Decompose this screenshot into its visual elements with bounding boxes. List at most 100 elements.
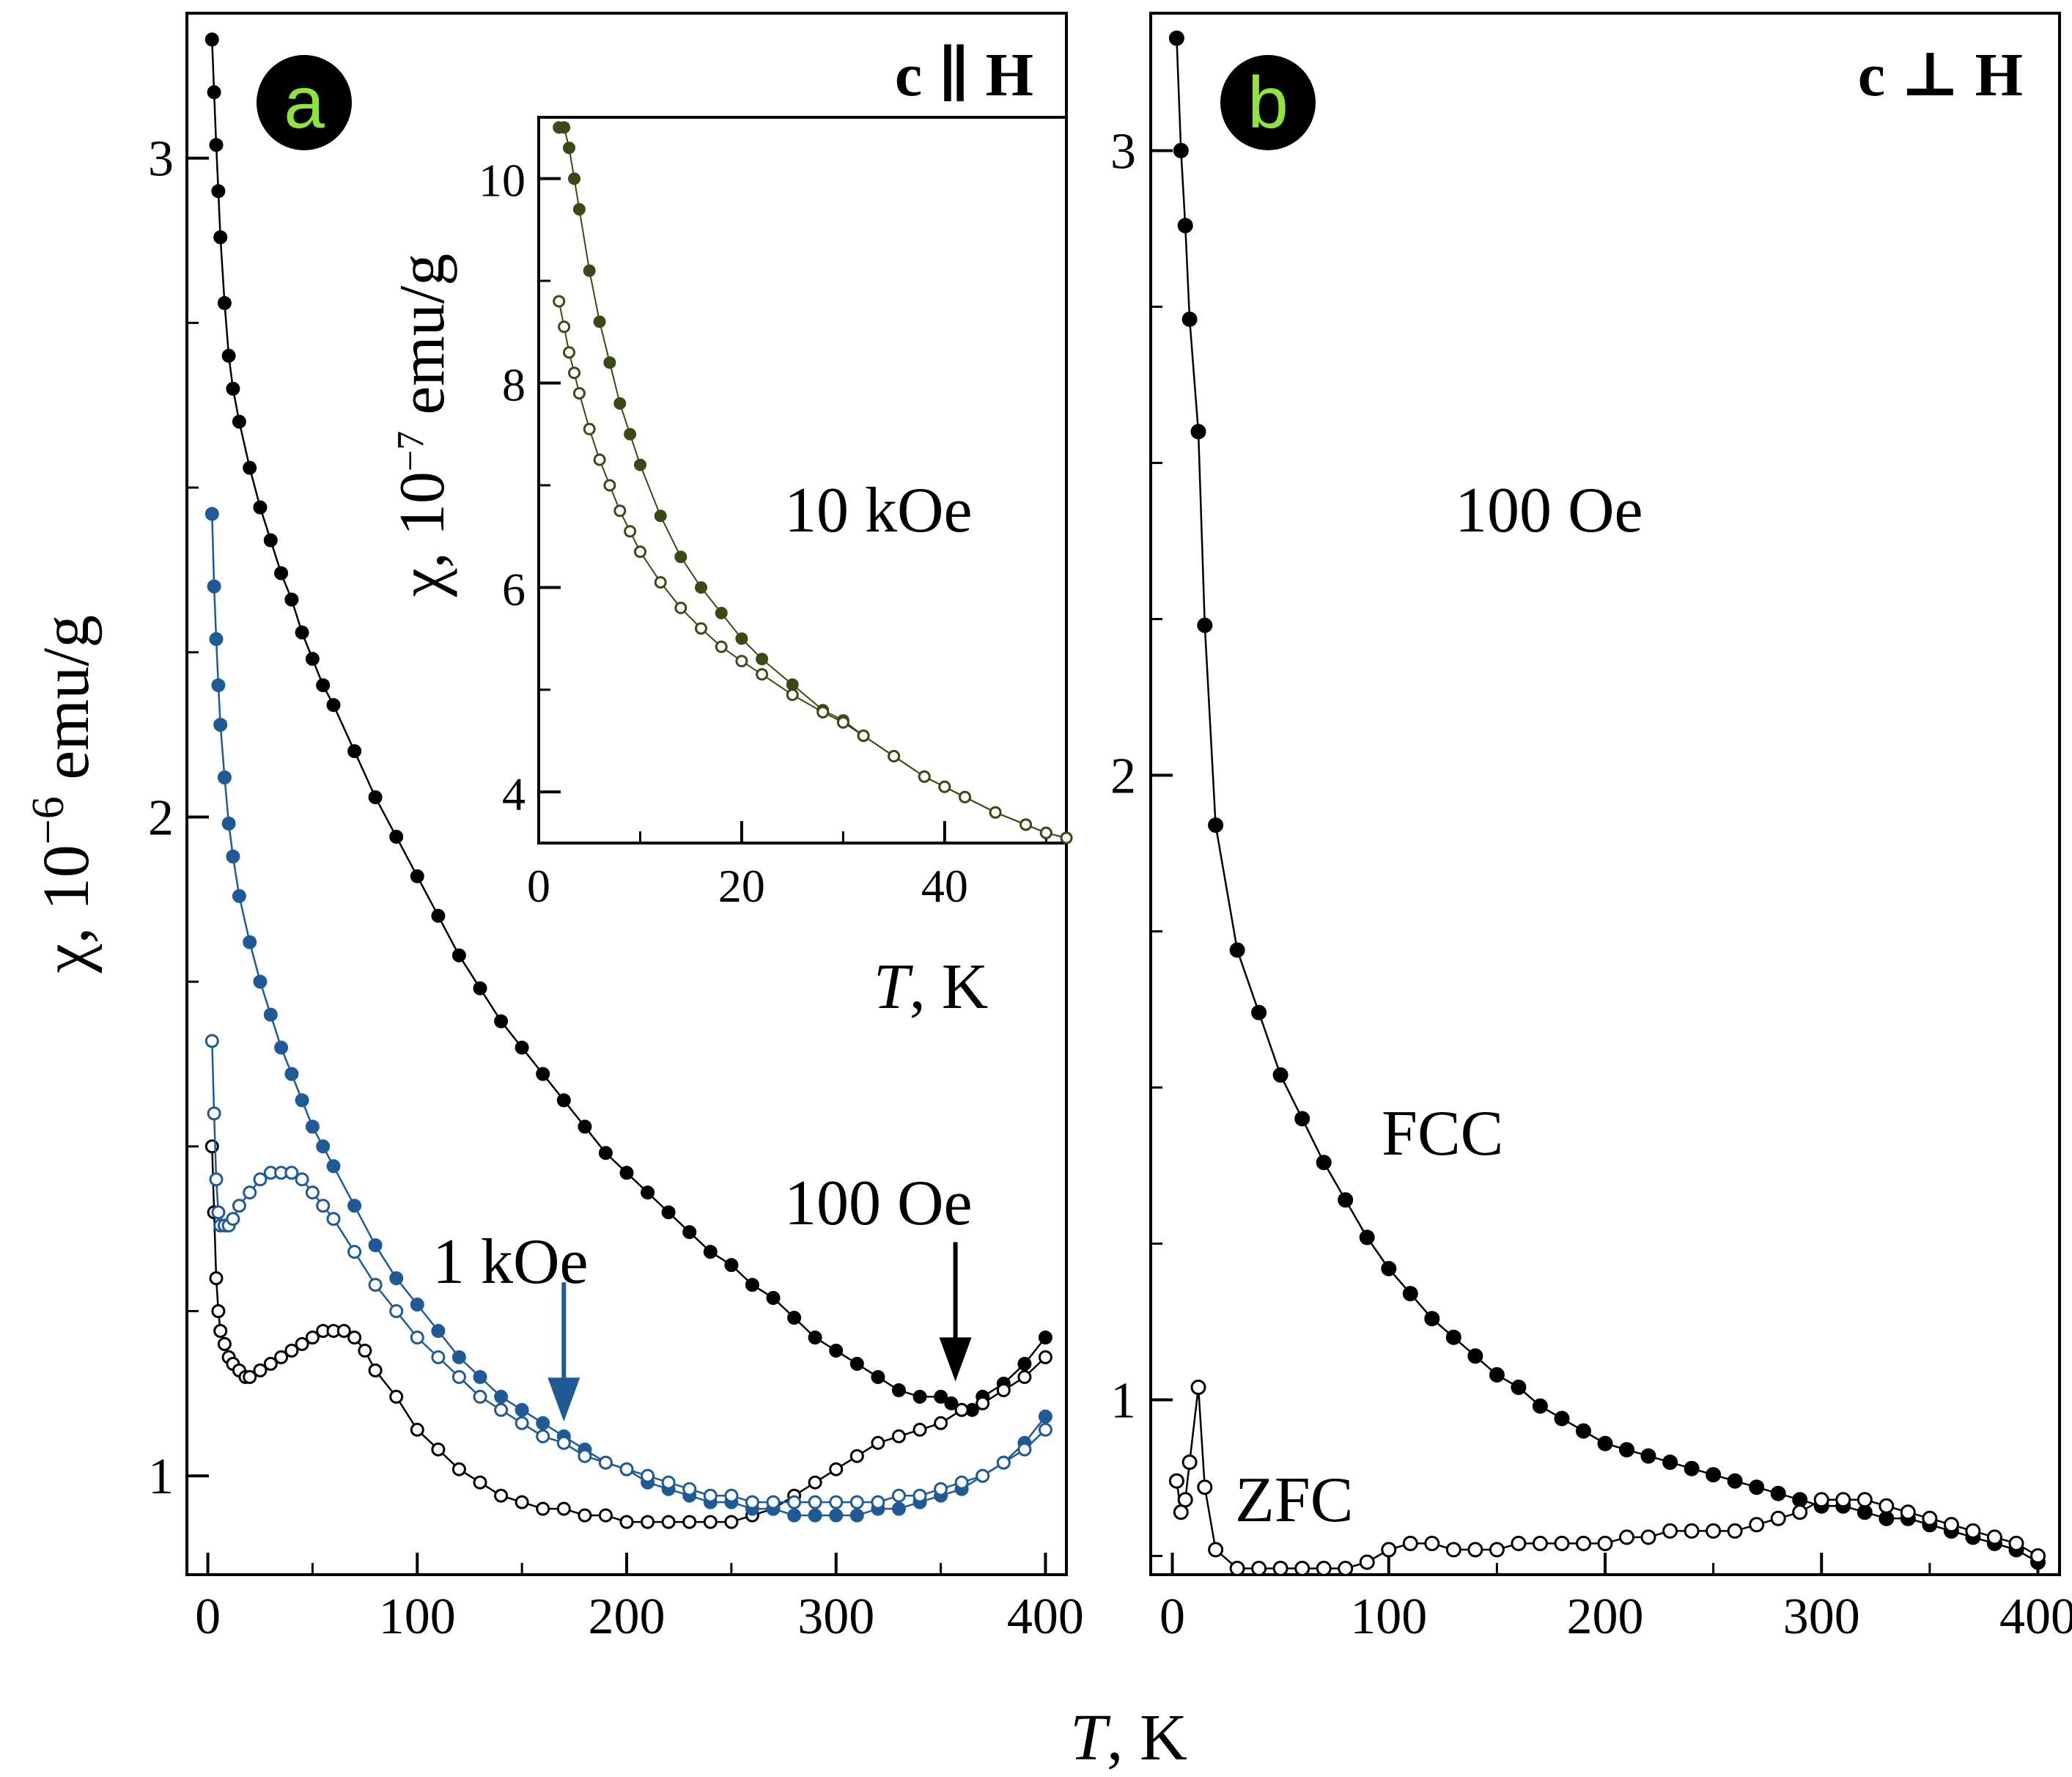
point-1-koe-zfc — [578, 1449, 592, 1463]
point-fcc — [1511, 1379, 1527, 1395]
point-1-koe-zfc — [473, 1389, 487, 1404]
point-100-oe-fcc — [1038, 1331, 1052, 1344]
point-fcc — [1359, 1229, 1375, 1246]
point-1-koe-fcc — [347, 1199, 362, 1213]
point-100-oe-fcc — [207, 85, 221, 100]
point-10-koe-zfc — [624, 525, 637, 538]
point-1-koe-fcc — [243, 935, 257, 949]
point-100-oe-zfc — [578, 1508, 592, 1523]
point-1-koe-zfc — [829, 1495, 844, 1509]
point-1-koe-zfc — [619, 1462, 634, 1476]
point-zfc — [1251, 1561, 1267, 1576]
point-zfc — [1532, 1535, 1548, 1551]
point-zfc — [1511, 1535, 1527, 1551]
point-1-koe-zfc — [207, 1106, 221, 1121]
point-100-oe-zfc — [515, 1495, 529, 1509]
point-1-koe-zfc — [226, 1212, 240, 1226]
x-axis-title: T, K — [1070, 1701, 1187, 1774]
point-1-koe-zfc — [295, 1172, 309, 1187]
series-line-1-koe-fcc — [211, 513, 1047, 1517]
panel-b-y-ticks: 1 2 3 — [1110, 123, 1173, 1557]
point-1-koe-zfc — [451, 1369, 466, 1384]
point-1-koe-fcc — [221, 816, 236, 831]
point-100-oe-fcc — [221, 348, 236, 363]
point-zfc — [1662, 1523, 1678, 1539]
point-zfc — [1272, 1561, 1288, 1576]
point-100-oe-fcc — [934, 1389, 948, 1404]
point-zfc — [1424, 1535, 1440, 1551]
point-100-oe-fcc — [661, 1205, 676, 1220]
point-1-koe-zfc — [389, 1304, 404, 1318]
point-1-koe-fcc — [849, 1508, 864, 1523]
point-1-koe-zfc — [682, 1482, 697, 1496]
point-10-koe-zfc — [816, 706, 830, 718]
point-100-oe-zfc — [849, 1449, 864, 1463]
point-100-oe-zfc — [954, 1402, 969, 1417]
point-zfc — [1197, 1479, 1213, 1495]
arrow-head-1-koe — [548, 1377, 580, 1422]
point-100-oe-fcc — [211, 184, 226, 199]
point-100-oe-fcc — [682, 1225, 697, 1240]
point-100-oe-fcc — [913, 1389, 927, 1404]
point-100-oe-zfc — [451, 1462, 466, 1476]
point-fcc — [1640, 1448, 1656, 1464]
inset-y-axis-title: χ, 10−7 emu/g — [387, 254, 458, 597]
point-100-oe-zfc — [274, 1350, 289, 1364]
point-1-koe-zfc — [934, 1482, 948, 1496]
point-10-koe-zfc — [715, 640, 728, 653]
point-zfc — [1190, 1379, 1206, 1395]
point-100-oe-fcc — [473, 981, 487, 996]
point-1-koe-zfc — [536, 1429, 550, 1443]
point-1-koe-fcc — [211, 678, 226, 693]
panel-a-x-ticks: 0 100 200 300 400 — [195, 1553, 1084, 1645]
point-fcc — [1177, 218, 1193, 234]
point-zfc — [1445, 1542, 1461, 1558]
point-100-oe-zfc — [871, 1435, 885, 1450]
point-100-oe-fcc — [1017, 1356, 1032, 1371]
point-10-koe-zfc — [857, 729, 870, 743]
point-10-koe-zfc — [563, 346, 575, 359]
point-1-koe-fcc — [389, 1271, 404, 1286]
point-zfc — [1922, 1510, 1938, 1526]
inset-ticks: 4 6 8 10 0 20 40 — [479, 155, 1047, 912]
point-1-koe-zfc — [347, 1245, 362, 1259]
point-1-koe-zfc — [598, 1455, 613, 1470]
point-10-koe-fcc — [634, 458, 646, 471]
point-fcc — [1684, 1460, 1700, 1476]
point-zfc — [1489, 1542, 1505, 1558]
inset-x-axis-title: T, K — [874, 952, 989, 1023]
point-1-koe-zfc — [1038, 1422, 1052, 1437]
zfc-label: ZFC — [1235, 1465, 1353, 1536]
point-100-oe-zfc — [368, 1363, 383, 1377]
point-1-koe-fcc — [263, 1007, 278, 1022]
point-1-koe-zfc — [326, 1212, 341, 1226]
panel-a-y-tick-label: 2 — [148, 790, 174, 846]
point-fcc — [1597, 1435, 1613, 1452]
point-fcc — [1402, 1286, 1418, 1302]
point-fcc — [1554, 1410, 1570, 1427]
point-1-koe-zfc — [253, 1172, 268, 1187]
point-100-oe-zfc — [1017, 1369, 1032, 1384]
point-10-koe-fcc — [603, 356, 616, 369]
point-10-koe-fcc — [695, 581, 707, 594]
point-10-koe-fcc — [563, 141, 575, 155]
point-zfc — [1879, 1498, 1895, 1514]
annotation-100-oe: 100 Oe — [784, 1168, 973, 1239]
point-1-koe-zfc — [410, 1331, 424, 1344]
point-1-koe-zfc — [243, 1185, 257, 1200]
point-100-oe-fcc — [389, 829, 404, 844]
point-zfc — [1208, 1542, 1224, 1558]
series-line-1-koe-zfc — [211, 1040, 1047, 1504]
point-1-koe-zfc — [209, 1172, 224, 1187]
point-100-oe-zfc — [556, 1501, 571, 1516]
panel-b-orientation-label: c ⊥ H — [1858, 41, 2023, 109]
point-zfc — [1900, 1504, 1916, 1520]
panel-a-series — [204, 32, 1052, 1529]
point-zfc — [1381, 1542, 1397, 1558]
point-100-oe-fcc — [598, 1146, 613, 1160]
point-fcc — [1857, 1504, 1873, 1520]
point-10-koe-fcc — [786, 678, 799, 691]
point-zfc — [1619, 1529, 1634, 1545]
point-fcc — [1251, 1004, 1267, 1020]
point-10-koe-zfc — [888, 750, 901, 762]
